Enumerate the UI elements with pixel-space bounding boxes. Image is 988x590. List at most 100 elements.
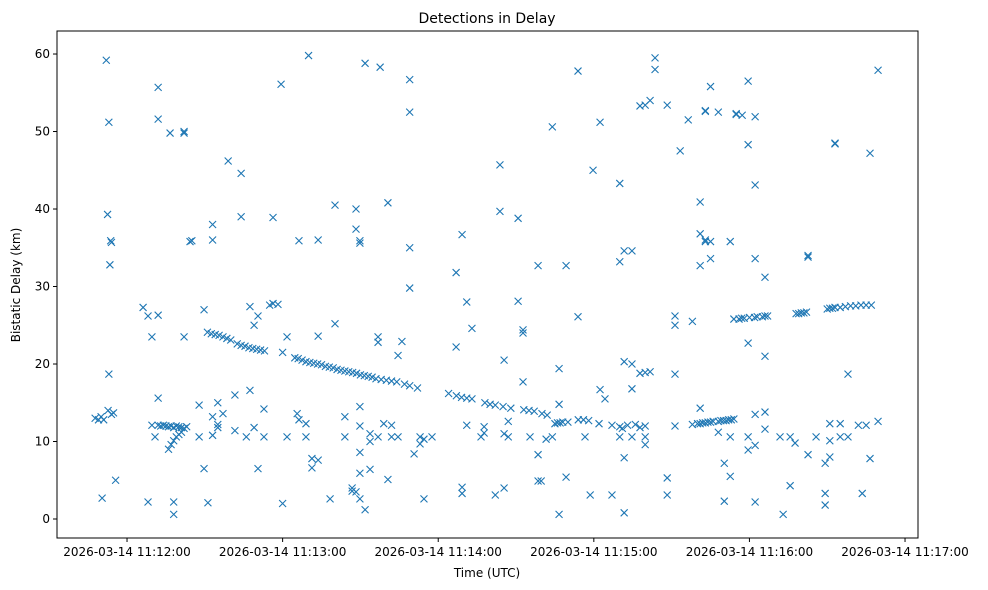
data-point-marker bbox=[231, 426, 239, 435]
data-point-marker bbox=[352, 205, 360, 213]
data-point-marker bbox=[620, 453, 629, 462]
data-point-marker bbox=[706, 82, 715, 91]
data-point-marker bbox=[387, 432, 396, 441]
data-point-marker bbox=[538, 409, 546, 418]
data-point-marker bbox=[361, 59, 369, 68]
data-point-marker bbox=[366, 429, 374, 438]
data-point-marker bbox=[420, 494, 428, 503]
x-tick-label: 2026-03-14 11:12:00 bbox=[63, 545, 190, 559]
data-point-marker bbox=[405, 75, 414, 84]
data-point-marker bbox=[356, 402, 364, 411]
data-point-marker bbox=[744, 339, 753, 347]
data-point-marker bbox=[169, 510, 178, 519]
data-point-marker bbox=[628, 360, 636, 368]
data-point-marker bbox=[246, 302, 254, 311]
data-point-marker bbox=[641, 440, 650, 449]
data-point-marker bbox=[295, 415, 303, 424]
data-point-marker bbox=[751, 441, 760, 450]
data-point-marker bbox=[302, 419, 310, 428]
data-point-marker bbox=[831, 140, 839, 148]
data-point-marker bbox=[302, 432, 310, 441]
data-point-marker bbox=[636, 423, 644, 432]
data-point-marker bbox=[462, 421, 471, 430]
data-point-marker bbox=[726, 472, 735, 481]
data-point-marker bbox=[237, 169, 246, 178]
data-point-marker bbox=[663, 474, 672, 482]
data-point-marker bbox=[615, 432, 624, 441]
data-point-marker bbox=[504, 417, 513, 426]
data-point-marker bbox=[615, 179, 624, 188]
data-point-marker bbox=[458, 230, 466, 239]
data-point-marker bbox=[574, 67, 582, 75]
data-point-marker bbox=[800, 308, 808, 317]
data-point-marker bbox=[166, 129, 174, 137]
data-point-marker bbox=[761, 425, 769, 434]
data-point-marker bbox=[663, 101, 672, 110]
data-point-marker bbox=[250, 423, 258, 432]
data-point-marker bbox=[164, 445, 173, 454]
data-point-marker bbox=[726, 237, 735, 246]
data-point-marker bbox=[684, 116, 693, 124]
data-point-marker bbox=[751, 410, 760, 419]
data-point-marker bbox=[148, 421, 156, 430]
data-point-marker bbox=[452, 391, 461, 400]
data-point-marker bbox=[394, 351, 402, 360]
data-point-marker bbox=[581, 432, 589, 441]
data-point-marker bbox=[400, 380, 409, 389]
data-point-marker bbox=[405, 108, 414, 117]
data-point-marker bbox=[106, 260, 114, 269]
data-point-marker bbox=[791, 439, 799, 447]
data-point-marker bbox=[200, 305, 208, 314]
y-axis-label: Bistatic Delay (km) bbox=[9, 228, 23, 343]
data-point-marker bbox=[589, 166, 597, 175]
data-point-marker bbox=[444, 389, 453, 398]
data-point-marker bbox=[676, 147, 685, 155]
data-point-marker bbox=[530, 407, 539, 416]
data-point-marker bbox=[231, 391, 239, 399]
data-point-marker bbox=[491, 401, 500, 409]
data-point-marker bbox=[304, 51, 313, 60]
data-point-marker bbox=[366, 465, 374, 474]
data-point-marker bbox=[154, 83, 163, 92]
data-point-marker bbox=[352, 487, 360, 496]
data-point-marker bbox=[352, 225, 360, 234]
data-point-marker bbox=[356, 239, 364, 248]
data-point-marker bbox=[751, 254, 760, 263]
x-tick-label: 2026-03-14 11:14:00 bbox=[374, 545, 501, 559]
data-point-marker bbox=[180, 333, 188, 341]
data-point-marker bbox=[356, 494, 364, 503]
y-tick-label: 0 bbox=[42, 512, 50, 526]
data-point-marker bbox=[139, 303, 147, 312]
data-point-marker bbox=[208, 236, 217, 244]
data-point-marker bbox=[844, 432, 852, 441]
y-tick-label: 30 bbox=[35, 280, 50, 294]
data-point-marker bbox=[278, 499, 287, 508]
data-point-marker bbox=[671, 370, 679, 378]
data-point-marker bbox=[628, 384, 636, 393]
data-point-marker bbox=[555, 364, 563, 373]
data-point-marker bbox=[696, 229, 705, 238]
data-point-marker bbox=[413, 384, 422, 392]
y-axis: 0 10 20 30 40 50 60 bbox=[35, 47, 57, 526]
data-point-marker bbox=[254, 464, 262, 473]
data-point-marker bbox=[821, 489, 830, 498]
data-point-marker bbox=[491, 491, 500, 499]
data-point-marker bbox=[154, 115, 163, 124]
data-point-marker bbox=[405, 284, 414, 292]
data-point-marker bbox=[468, 395, 476, 403]
x-tick-label: 2026-03-14 11:13:00 bbox=[219, 545, 346, 559]
data-point-marker bbox=[726, 432, 735, 441]
data-point-marker bbox=[586, 491, 595, 499]
data-point-marker bbox=[374, 432, 382, 441]
data-point-marker bbox=[804, 253, 812, 261]
data-point-marker bbox=[738, 111, 747, 120]
data-point-marker bbox=[293, 409, 302, 418]
data-point-marker bbox=[213, 420, 222, 429]
data-point-marker bbox=[556, 419, 565, 427]
data-point-marker bbox=[744, 140, 753, 149]
data-point-marker bbox=[208, 220, 217, 229]
data-point-marker bbox=[356, 422, 364, 430]
data-point-marker bbox=[462, 298, 471, 306]
data-point-marker bbox=[246, 386, 254, 395]
data-point-marker bbox=[601, 395, 609, 403]
